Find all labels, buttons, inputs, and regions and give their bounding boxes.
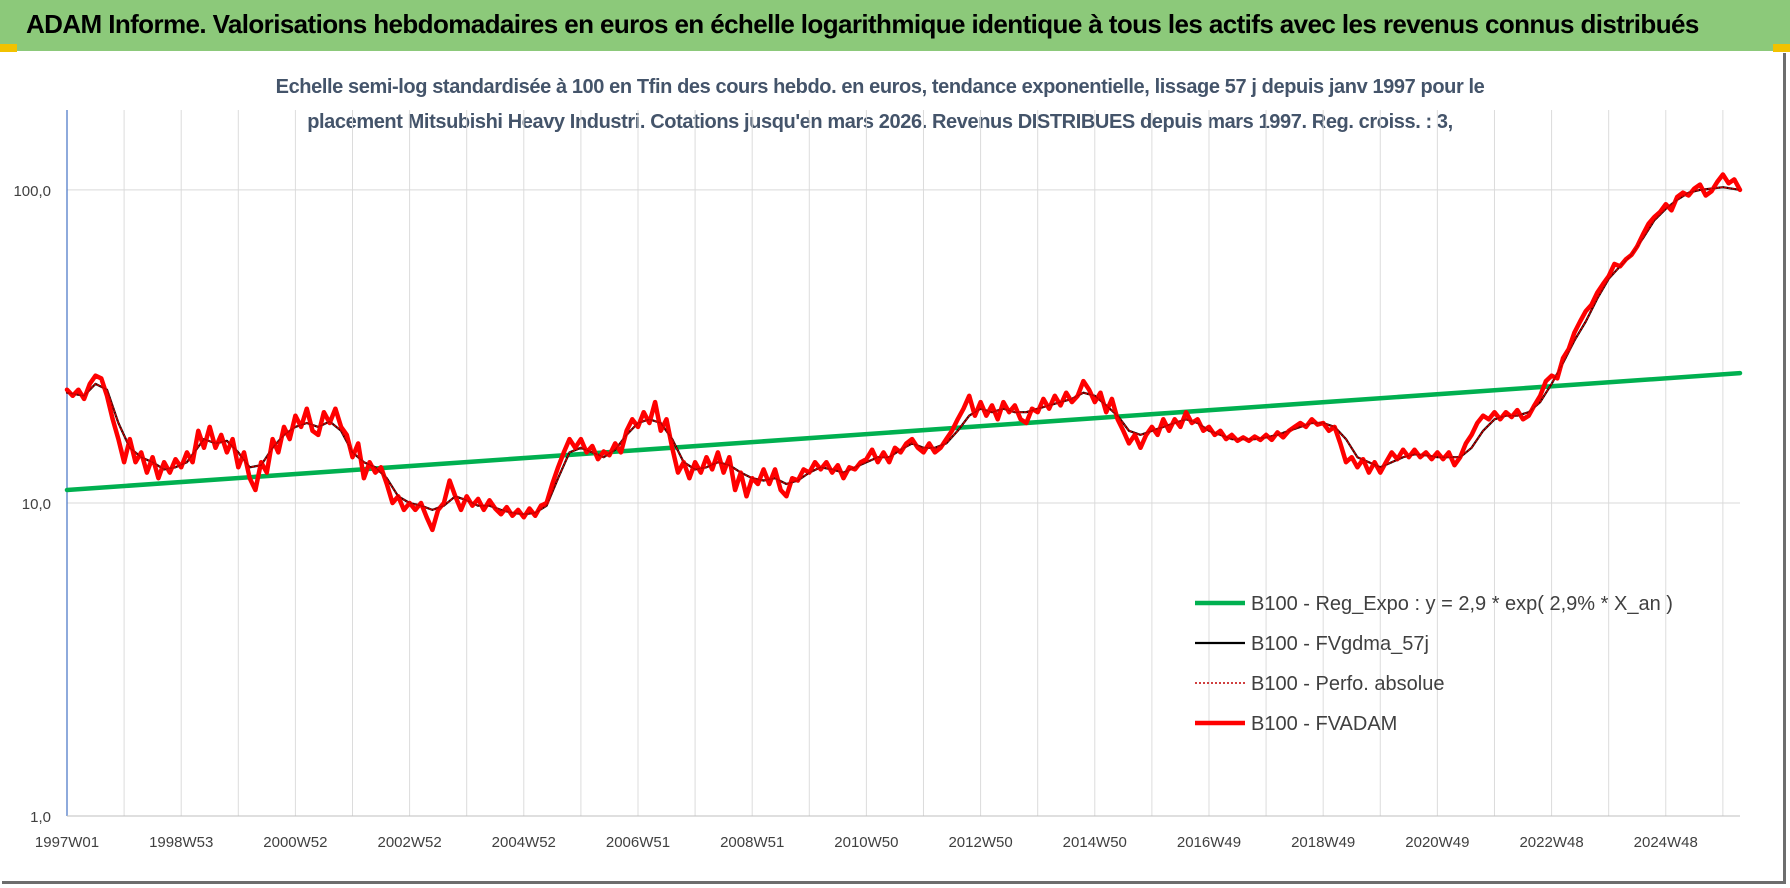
x-tick-label: 2012W50	[948, 834, 1012, 851]
x-tick-label: 2022W48	[1519, 834, 1583, 851]
legend-label: B100 - Perfo. absolue	[1251, 673, 1444, 695]
chart-series	[64, 172, 1743, 533]
series-line-1	[65, 186, 1742, 516]
x-tick-label: 2002W52	[377, 834, 441, 851]
chart-axes: 1,0 10,0 100,0 1997W01 1998W53 2000W52 2002W52…	[13, 110, 1740, 851]
x-tick-label: 2014W50	[1063, 834, 1127, 851]
chart-frame	[2, 53, 1786, 884]
series-line-2	[66, 186, 1741, 516]
x-tick-label: 2024W48	[1634, 834, 1698, 851]
legend-label: B100 - FVADAM	[1251, 713, 1397, 735]
legend-label: B100 - FVgdma_57j	[1251, 633, 1429, 655]
x-tick-label: 1997W01	[35, 834, 99, 851]
x-tick-label: 2010W50	[834, 834, 898, 851]
legend-label: B100 - Reg_Expo : y = 2,9 * exp( 2,9% * …	[1251, 593, 1673, 615]
x-tick-label: 2004W52	[492, 834, 556, 851]
y-tick-label: 10,0	[22, 496, 51, 513]
y-tick-label: 1,0	[30, 809, 51, 826]
chart-subtitle-line-1: Echelle semi-log standardisée à 100 en T…	[275, 76, 1485, 98]
series-line-0	[64, 370, 1743, 493]
x-tick-label: 2000W52	[263, 834, 327, 851]
y-tick-label: 100,0	[13, 183, 51, 200]
chart-subtitle-line-2: placement Mitsubishi Heavy Industri. Cot…	[307, 111, 1453, 133]
header-bar: ADAM Informe. Valorisations hebdomadaire…	[0, 0, 1790, 51]
corner-marker-left	[0, 44, 17, 52]
series-line-3	[64, 172, 1743, 533]
x-tick-label: 2016W49	[1177, 834, 1241, 851]
x-tick-label: 2020W49	[1405, 834, 1469, 851]
x-tick-label: 2006W51	[606, 834, 670, 851]
chart-grid	[66, 110, 1740, 817]
x-tick-label: 2018W49	[1291, 834, 1355, 851]
header-title: ADAM Informe. Valorisations hebdomadaire…	[26, 9, 1699, 39]
corner-marker-right	[1773, 44, 1790, 52]
x-tick-label: 2008W51	[720, 834, 784, 851]
chart-legend: B100 - Reg_Expo : y = 2,9 * exp( 2,9% * …	[1195, 593, 1673, 735]
x-tick-label: 1998W53	[149, 834, 213, 851]
